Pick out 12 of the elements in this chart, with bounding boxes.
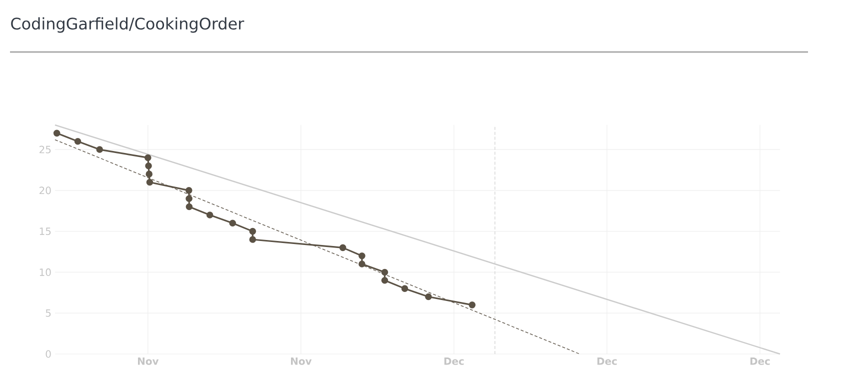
- y-tick-label: 25: [40, 146, 51, 154]
- x-tick-label: Dec: [444, 358, 464, 365]
- y-tick-label: 10: [40, 268, 51, 276]
- x-tick-label: Dec: [597, 358, 617, 365]
- y-tick-label: 15: [40, 228, 51, 236]
- x-tick-label: Nov: [138, 358, 159, 365]
- chart-title: CodingGarfield/CookingOrder: [11, 17, 244, 33]
- y-tick-label: 0: [46, 350, 51, 358]
- x-tick-label: Dec: [750, 358, 770, 365]
- y-tick-label: 20: [40, 186, 51, 194]
- y-tick-label: 5: [46, 309, 51, 317]
- x-tick-label: Nov: [291, 358, 312, 365]
